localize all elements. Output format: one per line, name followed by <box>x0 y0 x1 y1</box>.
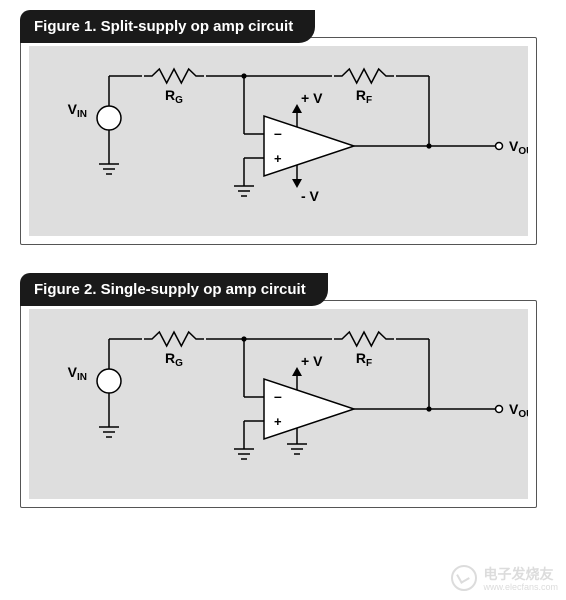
watermark-icon <box>451 565 477 591</box>
figure-1-body: VIN RG RF –+ + V - V VOUT <box>20 37 537 245</box>
figure-1: Figure 1. Split-supply op amp circuit VI… <box>20 10 537 245</box>
figure-1-title-bar: Figure 1. Split-supply op amp circuit <box>20 10 315 43</box>
circuit-svg: VIN RG RF –+ + V - V VOUT <box>29 46 528 236</box>
vin-source <box>97 369 121 393</box>
figure-2-title-bar: Figure 2. Single-supply op amp circuit <box>20 273 328 306</box>
figure-1-circuit-plate: VIN RG RF –+ + V - V VOUT <box>29 46 528 236</box>
figure-2-title-text: Figure 2. Single-supply op amp circuit <box>34 281 306 298</box>
svg-text:- V: - V <box>301 188 320 204</box>
vin-source <box>97 106 121 130</box>
page: Figure 1. Split-supply op amp circuit VI… <box>0 0 566 600</box>
figure-2-circuit-plate: VIN RG RF –+ + V VOUT <box>29 309 528 499</box>
svg-text:+: + <box>274 414 282 429</box>
figure-2-body: VIN RG RF –+ + V VOUT <box>20 300 537 508</box>
watermark: 电子发烧友 www.elecfans.com <box>451 564 558 592</box>
figure-2: Figure 2. Single-supply op amp circuit V… <box>20 273 537 508</box>
watermark-main: 电子发烧友 <box>483 566 553 582</box>
circuit-svg: VIN RG RF –+ + V VOUT <box>29 309 528 499</box>
watermark-text-wrap: 电子发烧友 www.elecfans.com <box>483 564 558 592</box>
watermark-sub: www.elecfans.com <box>483 582 558 592</box>
figure-1-title-text: Figure 1. Split-supply op amp circuit <box>34 18 293 35</box>
figure-gap <box>0 245 566 273</box>
svg-text:–: – <box>274 388 282 404</box>
svg-text:+: + <box>274 151 282 166</box>
svg-text:+ V: + V <box>301 353 323 369</box>
svg-text:+ V: + V <box>301 90 323 106</box>
svg-text:–: – <box>274 125 282 141</box>
